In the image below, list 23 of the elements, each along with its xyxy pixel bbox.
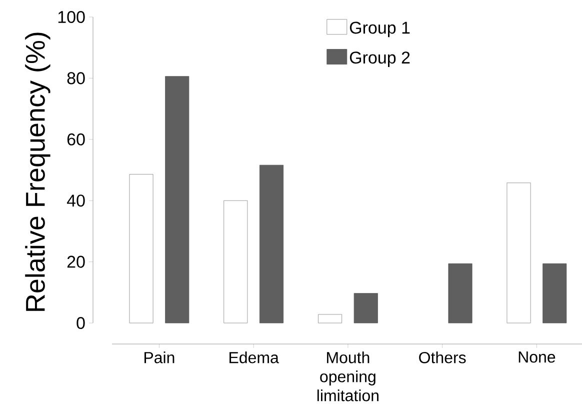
legend-label: Group 2: [350, 52, 410, 67]
y-tick-label: 100: [58, 10, 85, 24]
bar: [129, 174, 154, 324]
y-tick-label: 0: [76, 316, 85, 330]
bar: [448, 263, 472, 324]
x-tick-label: None: [518, 352, 556, 363]
y-tick-label: 40: [66, 194, 85, 207]
bar: [354, 293, 378, 324]
bar: [165, 76, 190, 324]
y-tick-label: 20: [67, 256, 85, 268]
x-tick-label: Edema: [230, 352, 279, 364]
bar: [542, 263, 567, 324]
legend-label: Group 1: [350, 22, 410, 38]
y-axis-title: Relative Frequency (%): [25, 32, 50, 311]
x-tick-label: Others: [419, 352, 466, 364]
x-tick-label: Mouth opening limitation: [317, 352, 378, 402]
bar: [224, 200, 248, 324]
y-tick-label: 60: [67, 133, 85, 146]
bar: [260, 164, 284, 324]
bar: [506, 182, 531, 324]
bar: [318, 314, 342, 324]
x-tick-label: Pain: [144, 352, 174, 364]
y-tick-label: 80: [67, 72, 85, 84]
